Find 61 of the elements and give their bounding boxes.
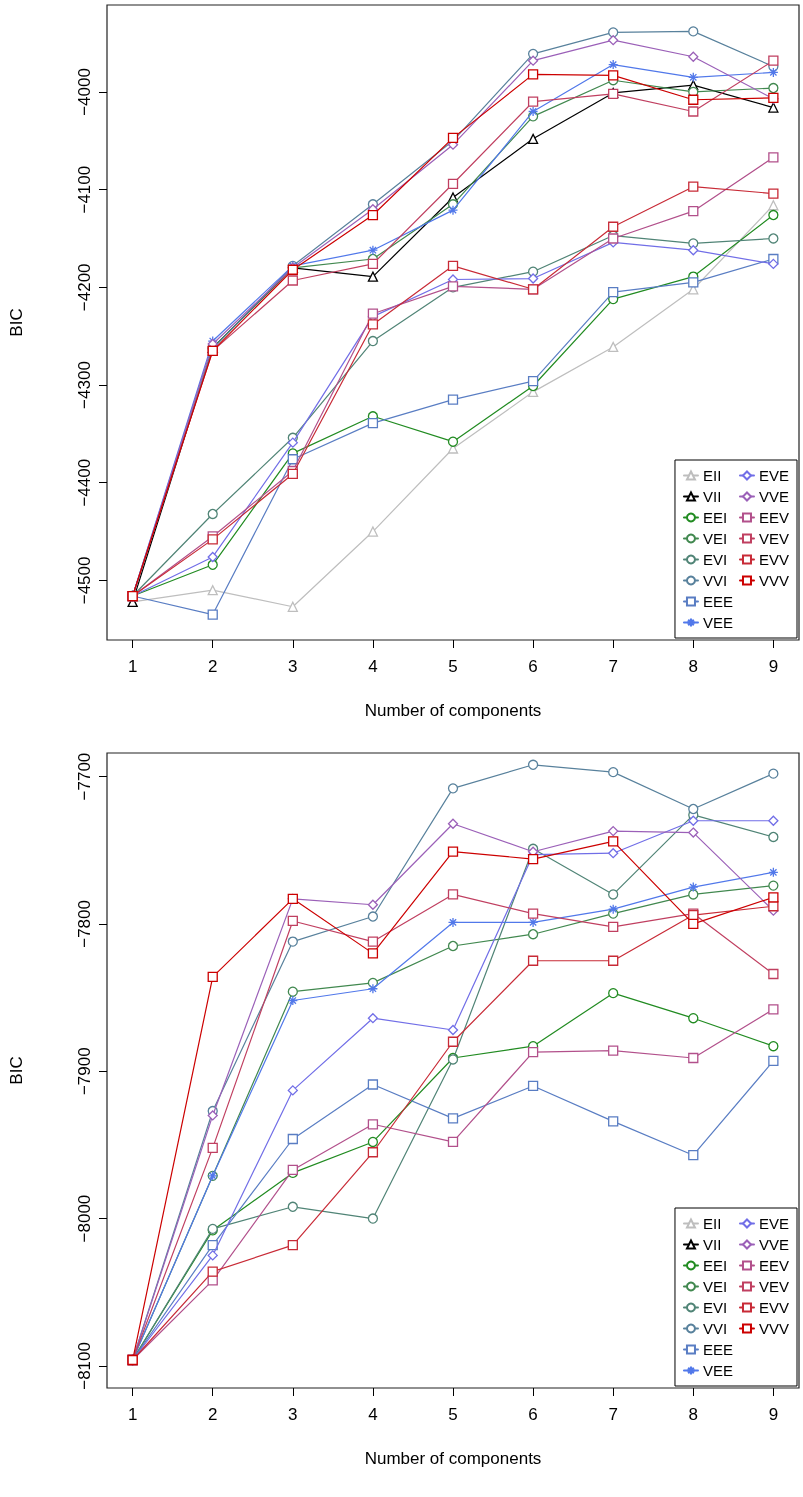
- y-tick-label: −8000: [75, 1194, 94, 1243]
- x-tick-label: 6: [528, 1405, 538, 1424]
- legend-label: EEV: [758, 509, 789, 526]
- y-tick-label: −4000: [75, 68, 94, 116]
- x-tick-label: 5: [448, 657, 458, 676]
- legend-label: VVE: [758, 1236, 789, 1253]
- x-tick-label: 4: [368, 1405, 378, 1424]
- y-tick-label: −7700: [75, 752, 94, 801]
- x-tick-label: 7: [608, 1405, 618, 1424]
- legend-label: VVI: [702, 572, 728, 589]
- legend-label: VVI: [702, 1320, 728, 1337]
- legend-label: VVV: [758, 572, 789, 589]
- legend-label: VEE: [702, 614, 733, 631]
- x-tick-label: 8: [688, 1405, 699, 1424]
- legend-label: EEI: [702, 1257, 728, 1274]
- y-tick-label: −4300: [75, 361, 94, 409]
- y-tick-label: −4200: [75, 263, 94, 312]
- x-tick-label: 7: [608, 657, 618, 676]
- x-tick-label: 1: [127, 1405, 138, 1424]
- x-tick-label: 9: [768, 1405, 779, 1424]
- y-tick-label: −4400: [75, 458, 94, 507]
- legend-label: EVI: [702, 1299, 728, 1316]
- legend-label: EVE: [758, 467, 789, 484]
- y-tick-label: −4500: [75, 556, 94, 605]
- x-tick-label: 2: [207, 1405, 218, 1424]
- x-tick-label: 6: [528, 657, 538, 676]
- x-tick-label: 3: [288, 1405, 298, 1424]
- x-tick-label: 2: [207, 657, 218, 676]
- legend-label: VEV: [758, 530, 789, 547]
- legend-label: VEI: [702, 1278, 728, 1295]
- legend-label: EII: [702, 467, 722, 484]
- legend-label: VVE: [758, 488, 789, 505]
- y-tick-label: −8100: [75, 1342, 94, 1390]
- legend-label: EEE: [702, 1341, 733, 1358]
- legend-label: VII: [702, 1236, 722, 1253]
- legend-label: EEI: [702, 509, 728, 526]
- x-tick-label: 3: [288, 657, 298, 676]
- legend-label: EVV: [758, 551, 789, 568]
- legend-label: EVE: [758, 1215, 789, 1232]
- legend-label: VEI: [702, 530, 728, 547]
- legend-label: VVV: [758, 1320, 789, 1337]
- y-tick-label: −7800: [75, 900, 94, 948]
- x-tick-label: 1: [127, 657, 138, 676]
- legend-label: EVV: [758, 1299, 789, 1316]
- legend-label: EII: [702, 1215, 722, 1232]
- x-tick-label: 5: [448, 1405, 458, 1424]
- legend-label: EVI: [702, 551, 728, 568]
- x-tick-label: 8: [688, 657, 699, 676]
- legend-label: EEV: [758, 1257, 789, 1274]
- x-axis-title: Number of components: [364, 701, 542, 720]
- x-tick-label: 4: [368, 657, 378, 676]
- y-tick-label: −7900: [75, 1047, 94, 1096]
- legend-label: VII: [702, 488, 722, 505]
- legend-label: VEE: [702, 1362, 733, 1379]
- y-axis-title: BIC: [7, 308, 26, 337]
- y-axis-title: BIC: [7, 1056, 26, 1085]
- x-axis-title: Number of components: [364, 1449, 542, 1468]
- x-tick-label: 9: [768, 657, 779, 676]
- legend-label: EEE: [702, 593, 733, 610]
- y-tick-label: −4100: [75, 165, 94, 214]
- legend-label: VEV: [758, 1278, 789, 1295]
